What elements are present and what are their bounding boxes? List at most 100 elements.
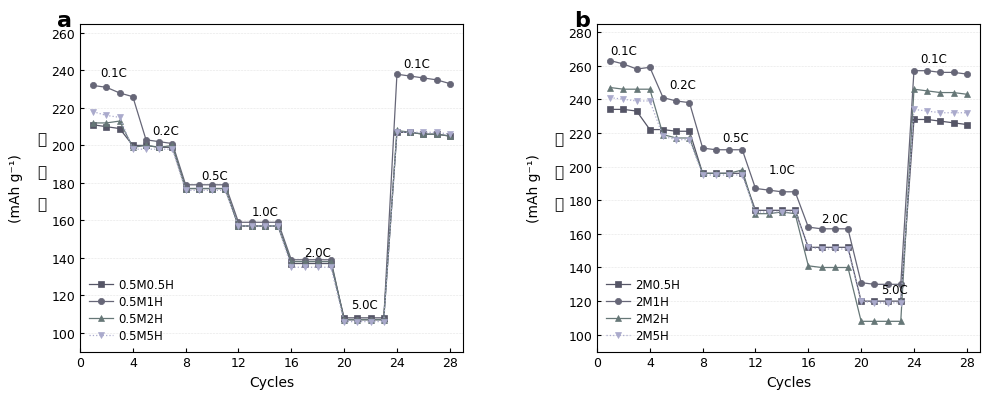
0.5M5H	[338, 319, 350, 324]
Line: 0.5M5H: 0.5M5H	[90, 109, 453, 325]
2M1H	[657, 96, 669, 101]
0.5M0.5H	[246, 224, 258, 229]
0.5M5H	[127, 147, 139, 152]
2M0.5H	[816, 245, 828, 250]
0.5M1H	[417, 76, 429, 81]
2M2H	[868, 319, 880, 324]
Text: 比: 比	[554, 132, 563, 146]
2M2H	[710, 171, 722, 176]
0.5M1H	[87, 84, 99, 89]
2M2H	[948, 91, 960, 96]
0.5M1H	[312, 258, 324, 263]
0.5M0.5H	[325, 261, 337, 266]
0.5M5H	[391, 130, 403, 135]
Y-axis label: (mAh g⁻¹): (mAh g⁻¹)	[9, 154, 23, 222]
2M1H	[816, 227, 828, 232]
0.5M2H	[153, 146, 165, 151]
0.5M2H	[166, 144, 178, 148]
0.5M1H	[206, 183, 218, 188]
0.5M0.5H	[259, 224, 271, 229]
Text: 0.2C: 0.2C	[670, 79, 697, 91]
0.5M0.5H	[166, 146, 178, 151]
Text: 5.0C: 5.0C	[351, 299, 377, 312]
0.5M2H	[351, 317, 363, 322]
2M5H	[789, 210, 801, 215]
0.5M5H	[193, 189, 205, 193]
0.5M2H	[127, 146, 139, 151]
Text: 0.2C: 0.2C	[153, 125, 180, 138]
2M5H	[697, 173, 709, 178]
0.5M2H	[299, 260, 311, 265]
0.5M5H	[431, 130, 443, 135]
2M0.5H	[683, 130, 695, 135]
2M1H	[895, 282, 907, 287]
2M2H	[789, 212, 801, 217]
2M2H	[631, 88, 643, 92]
2M1H	[934, 71, 946, 76]
0.5M5H	[153, 147, 165, 152]
0.5M2H	[404, 130, 416, 135]
0.5M5H	[140, 147, 152, 152]
2M1H	[723, 148, 735, 153]
0.5M1H	[338, 317, 350, 322]
0.5M2H	[206, 187, 218, 191]
2M5H	[816, 247, 828, 252]
2M0.5H	[710, 171, 722, 176]
0.5M2H	[365, 317, 377, 322]
2M0.5H	[657, 128, 669, 133]
0.5M0.5H	[219, 187, 231, 191]
0.5M5H	[378, 319, 390, 324]
2M5H	[908, 108, 920, 112]
0.5M5H	[87, 110, 99, 115]
0.5M0.5H	[206, 187, 218, 191]
2M2H	[763, 212, 775, 217]
0.5M1H	[246, 220, 258, 225]
Text: b: b	[574, 11, 590, 31]
X-axis label: Cycles: Cycles	[766, 375, 811, 389]
0.5M2H	[444, 134, 456, 139]
0.5M0.5H	[299, 261, 311, 266]
Text: 0.5C: 0.5C	[722, 132, 749, 145]
2M5H	[683, 138, 695, 143]
2M1H	[829, 227, 841, 232]
Text: 量: 量	[554, 197, 563, 212]
2M1H	[921, 69, 933, 74]
2M5H	[657, 135, 669, 139]
2M0.5H	[829, 245, 841, 250]
2M5H	[776, 210, 788, 215]
2M5H	[617, 98, 629, 103]
0.5M2H	[259, 224, 271, 229]
2M2H	[736, 168, 748, 173]
2M0.5H	[631, 109, 643, 114]
Text: 1.0C: 1.0C	[252, 205, 279, 218]
2M2H	[855, 319, 867, 324]
2M0.5H	[644, 128, 656, 133]
Text: a: a	[57, 11, 72, 31]
Text: 0.1C: 0.1C	[921, 53, 947, 66]
2M0.5H	[908, 118, 920, 123]
0.5M1H	[127, 95, 139, 100]
2M0.5H	[670, 130, 682, 135]
2M1H	[776, 190, 788, 195]
0.5M2H	[193, 187, 205, 191]
0.5M1H	[404, 74, 416, 79]
0.5M0.5H	[232, 224, 244, 229]
2M5H	[921, 109, 933, 114]
X-axis label: Cycles: Cycles	[249, 375, 294, 389]
2M5H	[763, 210, 775, 215]
0.5M1H	[285, 258, 297, 263]
2M5H	[829, 247, 841, 252]
0.5M1H	[232, 220, 244, 225]
0.5M0.5H	[272, 224, 284, 229]
2M5H	[868, 301, 880, 306]
0.5M1H	[299, 258, 311, 263]
2M0.5H	[789, 208, 801, 213]
Line: 0.5M1H: 0.5M1H	[90, 72, 453, 323]
2M5H	[895, 301, 907, 306]
2M0.5H	[776, 208, 788, 213]
0.5M0.5H	[378, 316, 390, 321]
2M2H	[670, 136, 682, 141]
2M1H	[855, 281, 867, 285]
0.5M5H	[417, 130, 429, 135]
0.5M0.5H	[100, 125, 112, 130]
